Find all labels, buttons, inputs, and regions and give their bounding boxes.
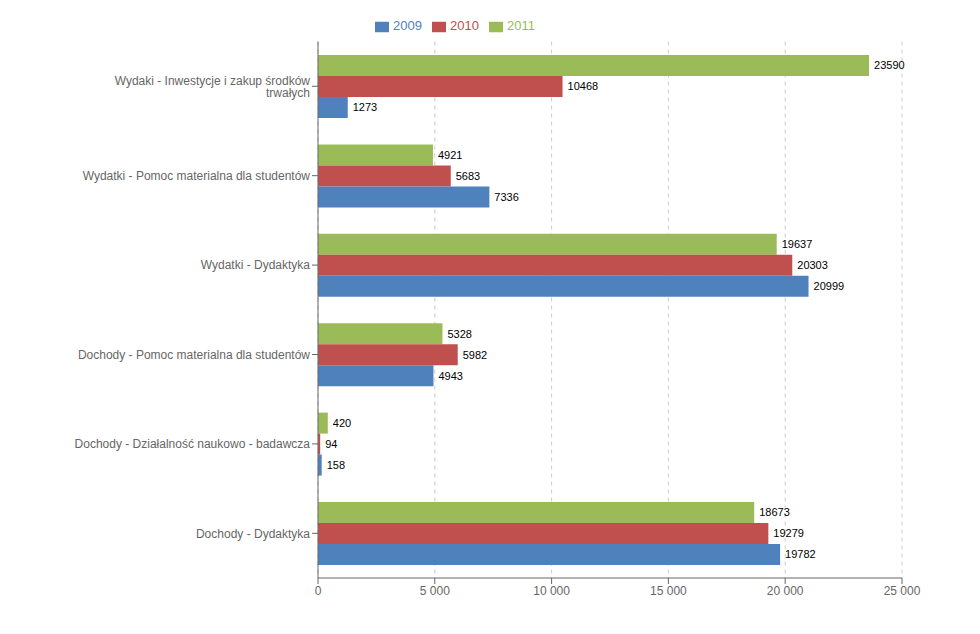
svg-text:Wydatki - Pomoc materialna dla: Wydatki - Pomoc materialna dla studentów [83, 169, 311, 183]
html-text:2009: 2009 [393, 18, 422, 33]
svg-text:Wydatki - Dydaktyka: Wydatki - Dydaktyka [201, 258, 311, 272]
svg-text:23590: 23590 [874, 59, 905, 71]
svg-text:10 000: 10 000 [533, 584, 570, 598]
svg-text:0: 0 [315, 584, 322, 598]
svg-text:20999: 20999 [814, 280, 845, 292]
svg-text:5683: 5683 [456, 170, 480, 182]
html-text:2010: 2010 [450, 18, 479, 33]
svg-text:4943: 4943 [438, 370, 462, 382]
svg-text:420: 420 [333, 417, 351, 429]
svg-text:19637: 19637 [782, 238, 813, 250]
svg-text:Dochody - Działalność naukowo: Dochody - Działalność naukowo - badawcza [75, 437, 311, 451]
svg-text:25 000: 25 000 [884, 584, 921, 598]
svg-text:19782: 19782 [785, 548, 816, 560]
svg-text:5 000: 5 000 [420, 584, 450, 598]
svg-text:15 000: 15 000 [650, 584, 687, 598]
svg-text:94: 94 [325, 438, 337, 450]
svg-text:158: 158 [327, 459, 345, 471]
svg-text:1273: 1273 [353, 101, 377, 113]
svg-text:5328: 5328 [447, 328, 471, 340]
svg-text:18673: 18673 [759, 506, 790, 518]
svg-text:Wydaki - Inwestycje i zakup śr: Wydaki - Inwestycje i zakup środkówtrwał… [115, 74, 311, 100]
svg-text:10468: 10468 [568, 80, 599, 92]
html-text:2011: 2011 [506, 18, 535, 33]
svg-text:19279: 19279 [773, 527, 804, 539]
svg-text:7336: 7336 [494, 191, 518, 203]
svg-text:Dochody - Pomoc materialna dla: Dochody - Pomoc materialna dla studentów [78, 348, 310, 362]
svg-text:5982: 5982 [463, 349, 487, 361]
svg-text:20303: 20303 [797, 259, 828, 271]
svg-text:Dochody - Dydaktyka: Dochody - Dydaktyka [196, 527, 310, 541]
svg-text:20 000: 20 000 [767, 584, 804, 598]
svg-text:4921: 4921 [438, 149, 462, 161]
